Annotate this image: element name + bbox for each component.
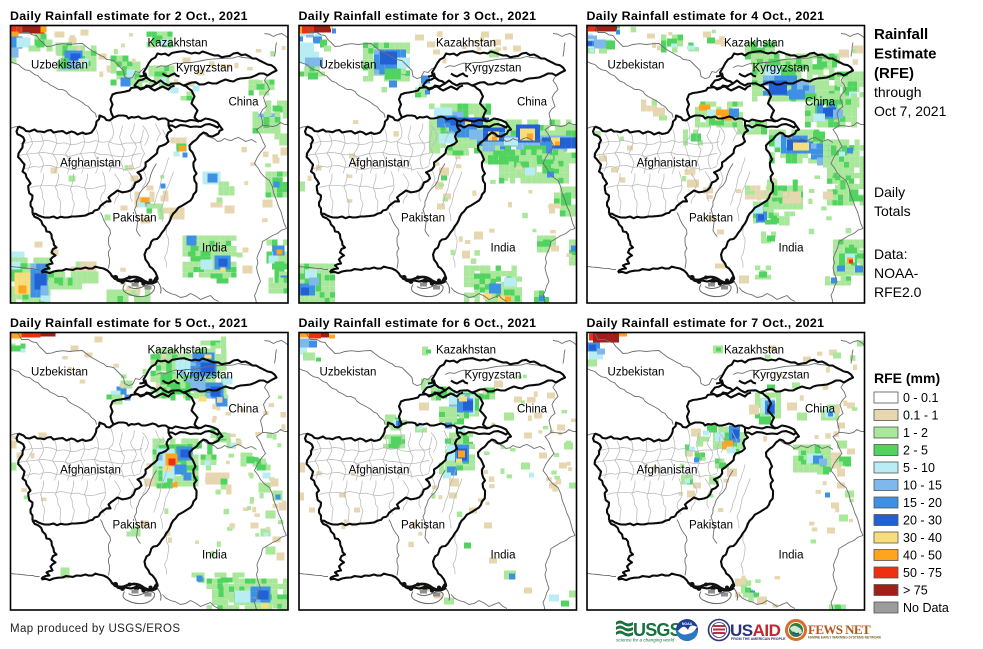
svg-text:> 75: > 75 <box>903 584 928 598</box>
svg-text:1 - 2: 1 - 2 <box>903 426 928 440</box>
svg-text:FEWS NET: FEWS NET <box>808 622 871 637</box>
svg-text:FROM THE AMERICAN PEOPLE: FROM THE AMERICAN PEOPLE <box>731 637 786 641</box>
svg-text:2 - 5: 2 - 5 <box>903 444 928 458</box>
svg-text:USGS: USGS <box>633 620 682 640</box>
svg-text:NOAA-: NOAA- <box>874 265 919 281</box>
svg-text:Daily Rainfall estimate for 2: Daily Rainfall estimate for 2 Oct., 2021 <box>10 9 248 23</box>
svg-text:Daily Rainfall estimate for 4: Daily Rainfall estimate for 4 Oct., 2021 <box>587 9 825 23</box>
svg-text:USAID: USAID <box>730 621 781 640</box>
svg-text:50 - 75: 50 - 75 <box>903 566 942 580</box>
svg-text:Daily Rainfall estimate for 6: Daily Rainfall estimate for 6 Oct., 2021 <box>299 316 537 330</box>
svg-text:Daily: Daily <box>874 184 905 200</box>
svg-text:Oct 7, 2021: Oct 7, 2021 <box>874 103 947 119</box>
svg-text:science for a changing world: science for a changing world <box>616 638 675 643</box>
svg-text:10 - 15: 10 - 15 <box>903 479 942 493</box>
svg-text:RFE2.0: RFE2.0 <box>874 284 922 300</box>
svg-text:NOAA: NOAA <box>682 622 693 626</box>
svg-text:(RFE): (RFE) <box>874 65 914 82</box>
svg-text:Daily Rainfall estimate for 5: Daily Rainfall estimate for 5 Oct., 2021 <box>10 316 248 330</box>
svg-text:20 - 30: 20 - 30 <box>903 514 942 528</box>
svg-text:through: through <box>874 84 921 100</box>
svg-text:5 - 10: 5 - 10 <box>903 461 935 475</box>
svg-text:Map produced by USGS/EROS: Map produced by USGS/EROS <box>10 623 180 635</box>
svg-text:0 - 0.1: 0 - 0.1 <box>903 391 938 405</box>
svg-text:No Data: No Data <box>903 601 949 615</box>
svg-text:Totals: Totals <box>874 203 911 219</box>
svg-text:Rainfall: Rainfall <box>874 26 928 43</box>
svg-text:30 - 40: 30 - 40 <box>903 531 942 545</box>
svg-text:Daily Rainfall estimate for 3: Daily Rainfall estimate for 3 Oct., 2021 <box>299 9 537 23</box>
svg-text:FAMINE EARLY WARNING SYSTEMS N: FAMINE EARLY WARNING SYSTEMS NETWORK <box>808 636 882 640</box>
svg-text:Daily Rainfall estimate for 7: Daily Rainfall estimate for 7 Oct., 2021 <box>587 316 825 330</box>
svg-text:RFE (mm): RFE (mm) <box>874 370 940 386</box>
svg-text:15 - 20: 15 - 20 <box>903 496 942 510</box>
svg-text:40 - 50: 40 - 50 <box>903 549 942 563</box>
svg-text:0.1 - 1: 0.1 - 1 <box>903 409 938 423</box>
svg-text:Data:: Data: <box>874 246 907 262</box>
svg-text:Estimate: Estimate <box>874 46 937 63</box>
